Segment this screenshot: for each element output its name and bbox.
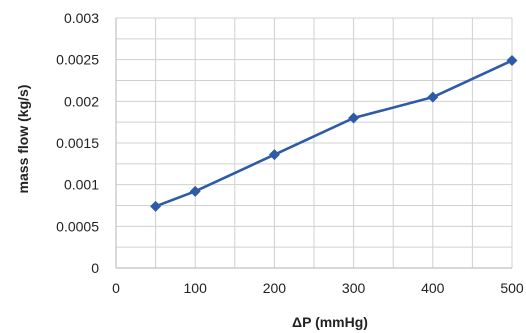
y-tick-label: 0.001 — [64, 177, 99, 193]
y-tick-label: 0.003 — [64, 10, 99, 26]
y-tick-label: 0.002 — [64, 93, 99, 109]
x-tick-label: 400 — [421, 280, 445, 296]
y-axis-title: mass flow (kg/s) — [15, 85, 31, 194]
y-tick-label: 0.0015 — [56, 135, 99, 151]
data-point-marker — [268, 149, 280, 161]
x-tick-label: 300 — [342, 280, 366, 296]
y-tick-label: 0.0005 — [56, 218, 99, 234]
y-tick-label: 0.0025 — [56, 52, 99, 68]
series-line — [155, 59, 513, 208]
x-tick-label: 0 — [112, 280, 120, 296]
data-point-marker — [348, 112, 360, 124]
y-tick-label: 0 — [91, 260, 99, 276]
series — [150, 55, 518, 212]
data-point-marker — [150, 200, 162, 212]
x-tick-label: 200 — [263, 280, 287, 296]
tick-labels: 0 100 200 300 400 500 0 0.0005 0.001 0.0015 0.002 0… — [56, 10, 524, 296]
data-point-marker — [189, 185, 201, 197]
x-tick-label: 100 — [184, 280, 208, 296]
x-axis-title: ΔP (mmHg) — [292, 314, 368, 330]
axes — [115, 18, 512, 269]
data-point-marker — [427, 91, 439, 103]
data-point-marker — [506, 55, 518, 66]
x-tick-label: 500 — [500, 280, 524, 296]
grid — [115, 17, 513, 269]
